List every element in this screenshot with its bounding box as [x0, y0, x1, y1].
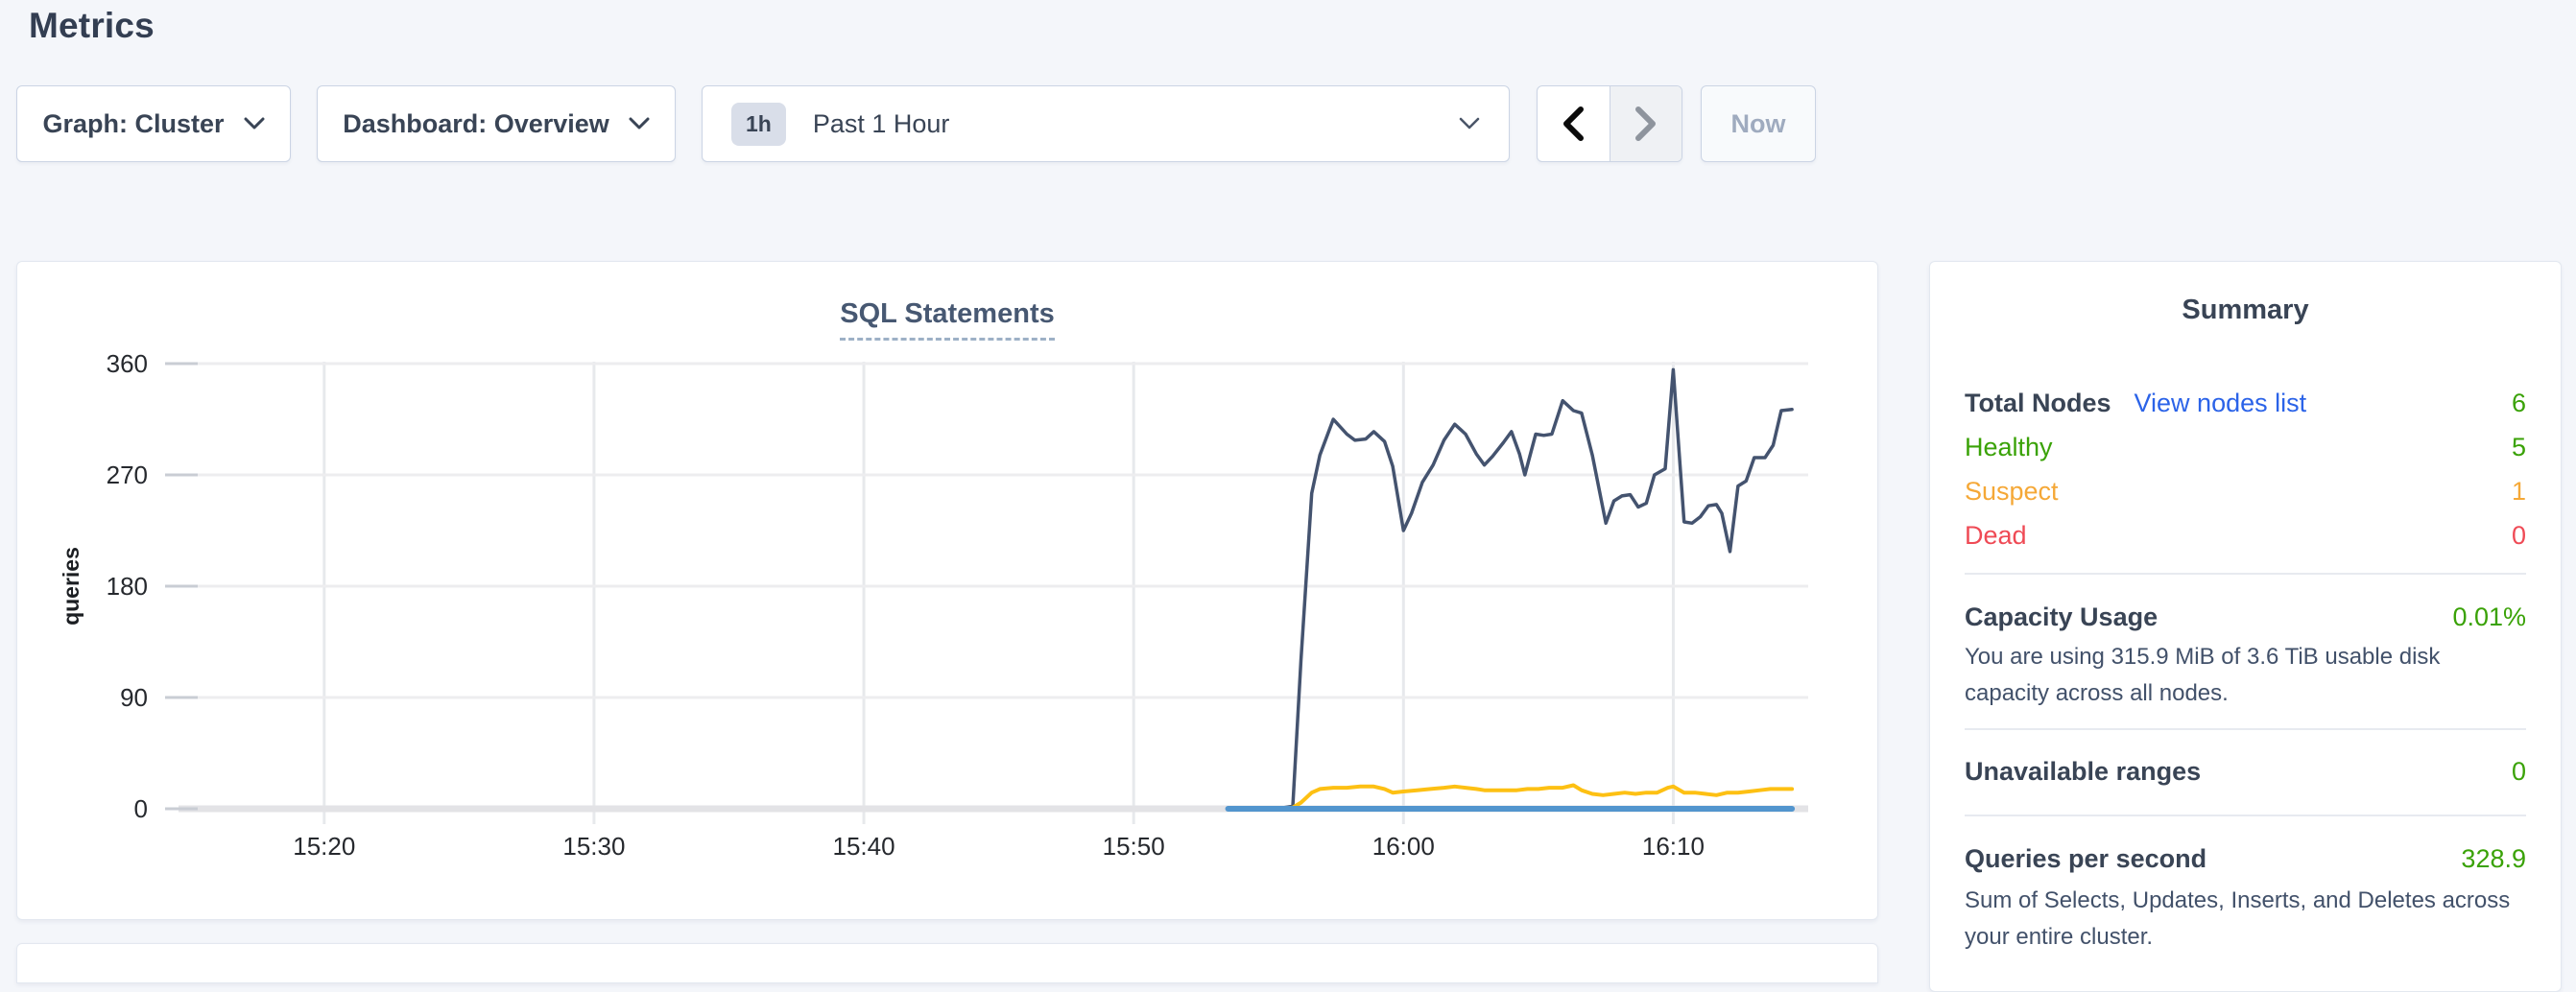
dashboard-dropdown[interactable]: Dashboard: Overview: [317, 85, 676, 162]
time-range-picker[interactable]: 1h Past 1 Hour: [702, 85, 1510, 162]
chart-title-wrap: SQL Statements: [17, 298, 1877, 341]
suspect-value: 1: [2511, 476, 2526, 506]
chevron-down-icon: [629, 117, 650, 130]
svg-text:360: 360: [107, 349, 148, 378]
qps-description: Sum of Selects, Updates, Inserts, and De…: [1965, 887, 2511, 950]
capacity-description: You are using 315.9 MiB of 3.6 TiB usabl…: [1965, 644, 2441, 706]
nodes-section: Total Nodes View nodes list 6 Healthy 5 …: [1965, 381, 2526, 557]
unavailable-ranges-label: Unavailable ranges: [1965, 756, 2202, 786]
dashboard-dropdown-label: Dashboard: Overview: [343, 108, 609, 138]
time-window-badge: 1h: [731, 102, 786, 146]
divider: [1965, 728, 2526, 730]
healthy-value: 5: [2511, 432, 2526, 461]
svg-text:16:00: 16:00: [1372, 832, 1435, 861]
next-chart-card-edge: [16, 943, 1878, 983]
qps-value: 328.9: [2461, 843, 2526, 873]
dead-value: 0: [2511, 520, 2526, 550]
unavailable-ranges-value: 0: [2511, 756, 2526, 786]
summary-body: Total Nodes View nodes list 6 Healthy 5 …: [1930, 381, 2561, 956]
now-button-label: Now: [1730, 108, 1786, 138]
summary-panel: Summary Total Nodes View nodes list 6 He…: [1929, 261, 2562, 992]
summary-row-healthy: Healthy 5: [1965, 425, 2526, 469]
capacity-value: 0.01%: [2452, 602, 2526, 631]
chevron-down-icon: [1459, 117, 1480, 130]
summary-row-total-nodes: Total Nodes View nodes list 6: [1965, 381, 2526, 425]
time-step-buttons: [1537, 85, 1682, 162]
chart-title[interactable]: SQL Statements: [840, 298, 1055, 341]
qps-label: Queries per second: [1965, 843, 2207, 873]
divider: [1965, 815, 2526, 816]
page-title: Metrics: [29, 6, 155, 45]
time-range-label: Past 1 Hour: [812, 108, 950, 138]
sql-statements-chart-card: 15:20 15:30 15:40 15:50 16:00 16:10 0 90 180 270 3…: [16, 261, 1878, 920]
view-nodes-list-link[interactable]: View nodes list: [2134, 388, 2307, 417]
summary-row-dead: Dead 0: [1965, 513, 2526, 557]
suspect-label: Suspect: [1965, 476, 2059, 506]
summary-title: Summary: [2182, 295, 2309, 325]
chevron-left-icon: [1563, 106, 1585, 141]
total-nodes-label: Total Nodes: [1965, 388, 2111, 417]
svg-text:180: 180: [107, 572, 148, 601]
now-button[interactable]: Now: [1701, 85, 1816, 162]
graph-dropdown[interactable]: Graph: Cluster: [16, 85, 291, 162]
sql-statements-chart: 15:20 15:30 15:40 15:50 16:00 16:10 0 90 180 270 3…: [59, 349, 1808, 861]
chevron-down-icon: [244, 117, 265, 130]
divider: [1965, 573, 2526, 575]
healthy-label: Healthy: [1965, 432, 2053, 461]
svg-text:15:20: 15:20: [293, 832, 355, 861]
svg-text:15:40: 15:40: [833, 832, 895, 861]
total-nodes-value: 6: [2511, 388, 2526, 417]
svg-text:queries: queries: [59, 547, 83, 626]
summary-row-unavailable-ranges: Unavailable ranges 0: [1965, 749, 2526, 793]
summary-row-suspect: Suspect 1: [1965, 469, 2526, 513]
dead-label: Dead: [1965, 520, 2027, 550]
svg-text:0: 0: [134, 794, 148, 823]
next-time-button[interactable]: [1609, 86, 1682, 161]
svg-text:15:50: 15:50: [1103, 832, 1165, 861]
svg-text:15:30: 15:30: [562, 832, 625, 861]
capacity-label: Capacity Usage: [1965, 602, 2159, 631]
prev-time-button[interactable]: [1538, 86, 1610, 161]
summary-row-qps: Queries per second 328.9: [1965, 837, 2526, 881]
graph-dropdown-label: Graph: Cluster: [42, 108, 225, 138]
chevron-right-icon: [1634, 106, 1656, 141]
summary-row-capacity: Capacity Usage 0.01%: [1965, 595, 2526, 639]
svg-text:90: 90: [120, 683, 148, 712]
svg-text:16:10: 16:10: [1642, 832, 1705, 861]
svg-text:270: 270: [107, 461, 148, 489]
